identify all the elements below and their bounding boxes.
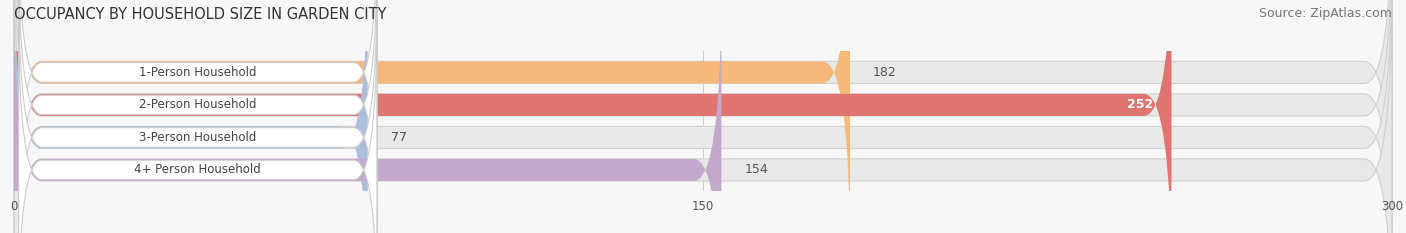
- Text: 2-Person Household: 2-Person Household: [139, 98, 256, 111]
- FancyBboxPatch shape: [14, 0, 851, 233]
- Text: 77: 77: [391, 131, 406, 144]
- FancyBboxPatch shape: [18, 17, 377, 233]
- FancyBboxPatch shape: [18, 0, 377, 233]
- Text: 154: 154: [744, 163, 768, 176]
- Text: 3-Person Household: 3-Person Household: [139, 131, 256, 144]
- FancyBboxPatch shape: [18, 0, 377, 233]
- Text: 252: 252: [1126, 98, 1153, 111]
- Text: 182: 182: [873, 66, 897, 79]
- FancyBboxPatch shape: [14, 0, 1392, 233]
- Text: Source: ZipAtlas.com: Source: ZipAtlas.com: [1258, 7, 1392, 20]
- Text: 1-Person Household: 1-Person Household: [139, 66, 256, 79]
- Text: OCCUPANCY BY HOUSEHOLD SIZE IN GARDEN CITY: OCCUPANCY BY HOUSEHOLD SIZE IN GARDEN CI…: [14, 7, 387, 22]
- FancyBboxPatch shape: [14, 0, 1392, 233]
- FancyBboxPatch shape: [14, 0, 368, 233]
- FancyBboxPatch shape: [14, 0, 721, 233]
- Text: 4+ Person Household: 4+ Person Household: [135, 163, 262, 176]
- FancyBboxPatch shape: [14, 0, 1171, 233]
- FancyBboxPatch shape: [14, 0, 1392, 233]
- FancyBboxPatch shape: [18, 0, 377, 225]
- FancyBboxPatch shape: [14, 0, 1392, 233]
